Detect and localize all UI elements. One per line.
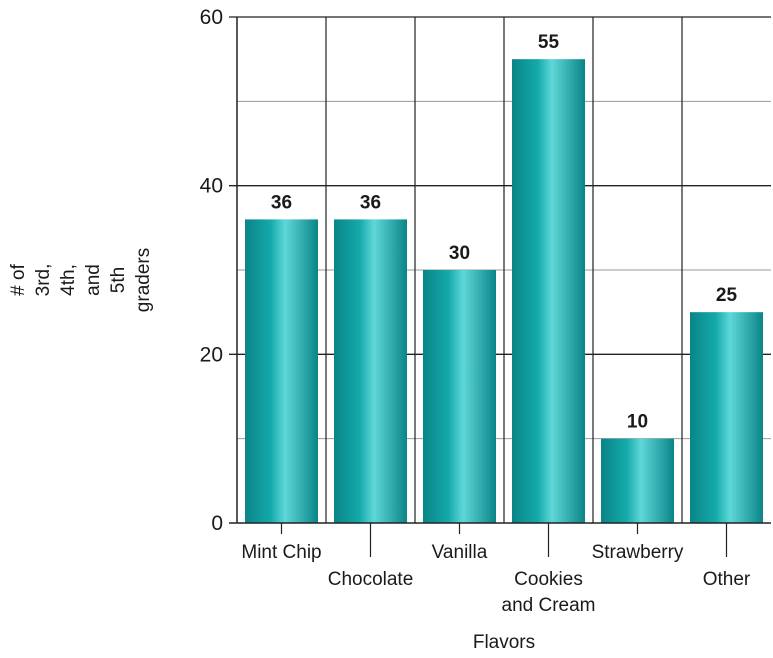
bars (245, 59, 763, 524)
bar-value-label: 30 (449, 243, 470, 264)
bar (601, 438, 674, 523)
x-tick-label: Other (703, 569, 751, 590)
x-tick-label: Strawberry (592, 542, 684, 563)
x-axis-title: Flavors (473, 632, 535, 653)
bar-value-label: 36 (360, 192, 381, 213)
gridlines (229, 16, 771, 523)
bar (245, 219, 318, 523)
bar (334, 219, 407, 523)
x-tick-label: Vanilla (432, 542, 488, 563)
x-tick-label: Mint Chip (241, 542, 321, 563)
bar (512, 59, 585, 524)
bar (423, 270, 496, 523)
y-axis-title: # of 3rd, 4th, and 5th graders (8, 248, 154, 312)
axes (229, 17, 771, 557)
y-tick-label: 20 (200, 343, 223, 366)
y-tick-label: 60 (200, 6, 223, 29)
x-tick-label: Chocolate (328, 569, 414, 590)
labels: 36 36 30 55 10 25 0 20 40 60 Mint Chip Chocolate Van… (200, 6, 751, 616)
x-tick-label: Cookies and Cream (502, 569, 596, 616)
bar-value-label: 25 (716, 285, 738, 306)
y-tick-label: 0 (211, 512, 223, 535)
bar (690, 312, 763, 523)
bar-value-label: 36 (271, 192, 292, 213)
bar-value-label: 55 (538, 32, 560, 53)
y-tick-label: 40 (200, 175, 223, 198)
bar-value-label: 10 (627, 412, 648, 433)
